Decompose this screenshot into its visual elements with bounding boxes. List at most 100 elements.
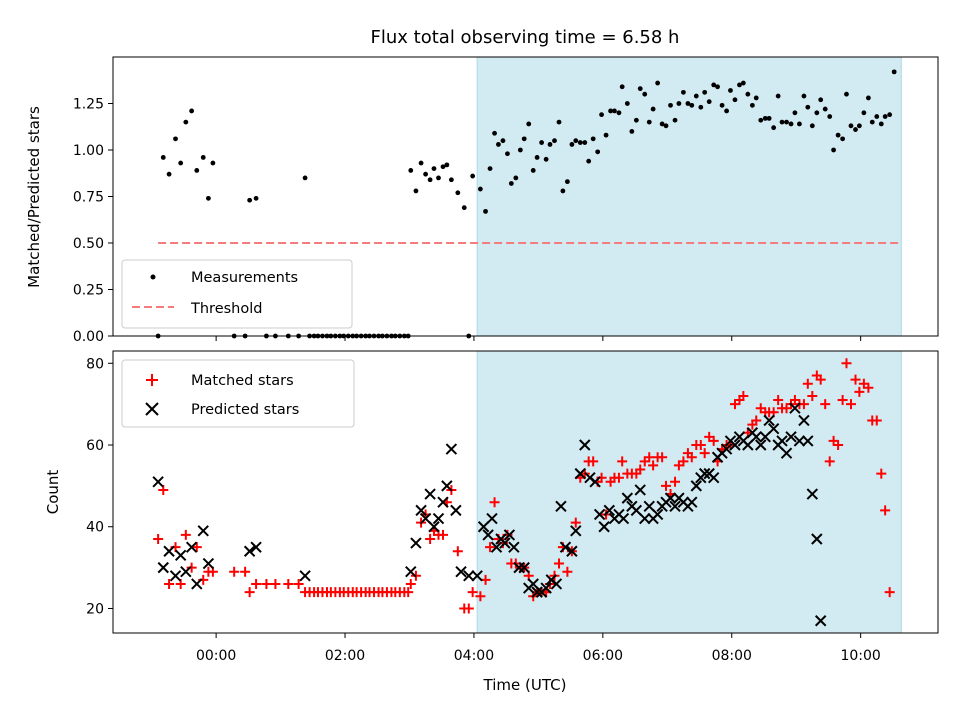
matched-star-point (648, 460, 659, 471)
matched-star-point (617, 456, 628, 467)
measurement-point (619, 84, 625, 90)
measurement-point (517, 147, 523, 153)
measurement-point (552, 138, 557, 144)
ratio-y-tick-label: 0.00 (73, 329, 104, 345)
predicted-star-point (174, 549, 187, 562)
predicted-star-point (455, 565, 467, 578)
matched-star-point (661, 480, 672, 491)
predicted-star-point (432, 512, 445, 525)
matched-star-point (405, 578, 416, 589)
matched-star-point (837, 395, 848, 406)
matched-star-point (850, 374, 861, 385)
measurement-point (637, 86, 643, 92)
matched-star-point (635, 464, 646, 475)
measurement-point (762, 115, 768, 121)
measurement-point (616, 110, 622, 116)
matched-star-point (670, 476, 681, 487)
measurement-point (728, 88, 733, 93)
matched-star-point (884, 587, 895, 598)
predicted-star-point (707, 471, 720, 484)
measurement-point (477, 186, 483, 192)
measurement-point (423, 171, 428, 177)
measurement-point (547, 142, 553, 147)
measurement-point (194, 168, 200, 173)
x-tick-label: 02:00 (325, 648, 365, 664)
ratio-y-tick-label: 1.25 (73, 97, 104, 113)
ratio-legend: Measurements Threshold (121, 259, 353, 329)
measurement-point (891, 69, 897, 75)
predicted-star-point (755, 439, 767, 451)
predicted-star-point (814, 615, 827, 627)
matched-star-point (283, 578, 294, 589)
predicted-star-point (621, 492, 634, 504)
matched-star-point (562, 566, 573, 577)
measurement-point (629, 129, 635, 134)
measurement-point (210, 160, 216, 166)
predicted-star-point (811, 533, 823, 545)
predicted-star-point (559, 541, 572, 553)
measurement-point (189, 108, 195, 114)
matched-star-point (863, 382, 874, 393)
measurement-point (436, 175, 441, 181)
matched-star-point (854, 386, 865, 397)
predicted-star-point (664, 492, 677, 504)
measurement-point (724, 108, 729, 114)
predicted-star-point (589, 476, 601, 488)
measurement-point (526, 121, 532, 127)
measurement-point (676, 101, 682, 106)
matched-star-point (186, 562, 197, 573)
measurement-point (805, 104, 811, 110)
ratio-y-tick-label: 0.75 (73, 190, 104, 206)
predicted-star-point (513, 561, 525, 574)
measurement-point (827, 114, 833, 119)
matched-star-point (463, 603, 474, 614)
measurement-point (577, 140, 583, 145)
measurement-point (706, 99, 712, 105)
matched-star-point (467, 587, 478, 598)
matched-star-point (270, 578, 281, 589)
measurement-point (753, 95, 759, 101)
predicted-star-point (405, 565, 417, 578)
measurement-point (642, 91, 648, 97)
measurement-point (612, 108, 617, 114)
measurement-point (427, 177, 433, 183)
measurement-point (689, 102, 695, 108)
measurement-point (848, 123, 854, 129)
measurement-point (818, 97, 824, 103)
predicted-star-point (185, 541, 198, 553)
ratio-y-axis-label: Matched/Predicted stars (25, 106, 43, 288)
predicted-star-point (603, 504, 615, 517)
matched-star-point (773, 395, 784, 406)
count-y-tick-label: 60 (86, 438, 104, 454)
matched-star-point (164, 578, 175, 589)
measurement-point (655, 80, 661, 86)
count-axes-frame (112, 350, 939, 634)
measurement-point (560, 188, 566, 194)
predicted-star-point (767, 422, 780, 435)
measurement-point (771, 125, 777, 131)
predicted-star-point (579, 439, 591, 451)
measurement-point (492, 130, 497, 136)
predicted-star-point (202, 557, 215, 570)
predicted-star-point (482, 529, 494, 541)
predicted-star-point (163, 545, 175, 557)
measurement-point (801, 93, 807, 99)
measurement-point (633, 117, 639, 123)
matched-star-point (807, 390, 818, 401)
predicted-star-point (763, 414, 775, 427)
predicted-star-point (503, 529, 516, 541)
matched-star-point (570, 517, 581, 528)
ratio-panel: 0.00 0.25 0.50 0.75 1.00 1.25 Matched/Predict… (25, 56, 939, 345)
measurement-point (797, 121, 802, 127)
chart-title: Flux total observing time = 6.58 h (371, 27, 680, 48)
measurement-point (573, 138, 579, 144)
legend-measurements-marker (150, 274, 156, 280)
matched-star-point (588, 456, 599, 467)
predicted-star-point (570, 525, 582, 537)
measurement-point (840, 136, 846, 142)
measurement-point (487, 166, 493, 172)
matched-star-point (695, 440, 706, 450)
measurement-point (564, 179, 570, 185)
matched-star-point (475, 591, 486, 602)
